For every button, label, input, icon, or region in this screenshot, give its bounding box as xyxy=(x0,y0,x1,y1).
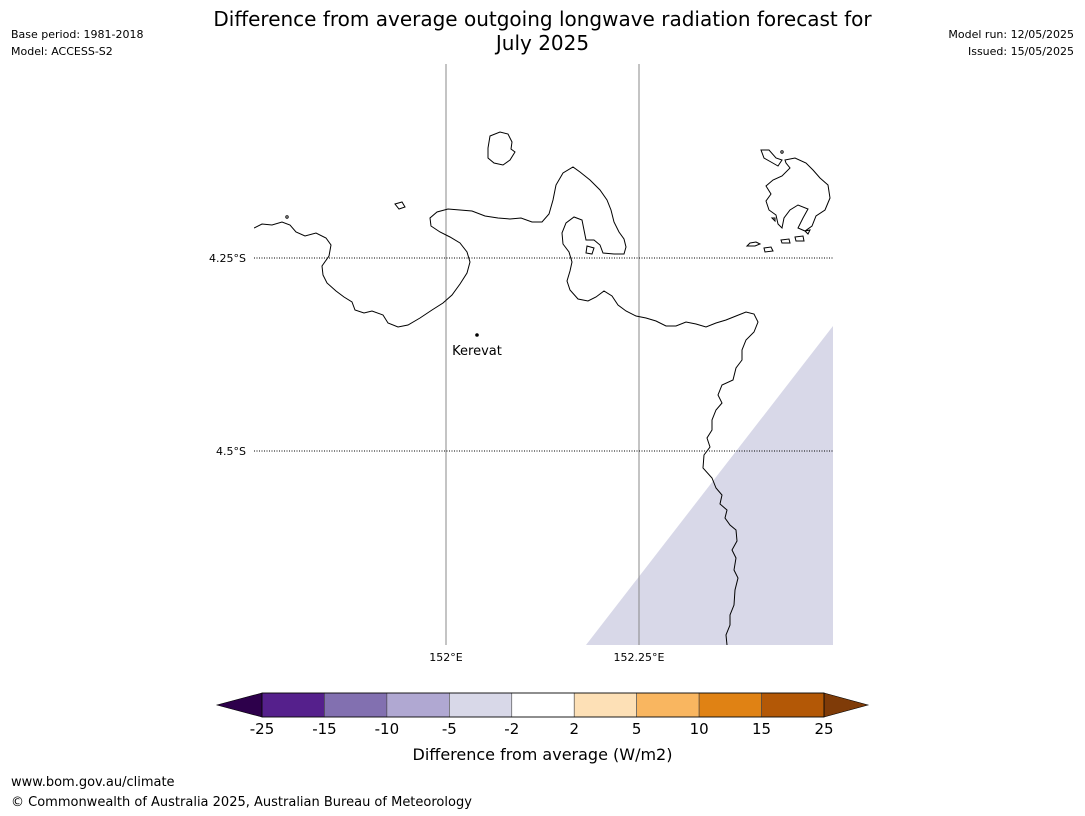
colorbar-title: Difference from average (W/m2) xyxy=(412,745,673,764)
place-label-kerevat: Kerevat xyxy=(452,344,502,359)
islet-east-dot xyxy=(780,150,784,154)
colorbar-extend-low xyxy=(215,692,263,718)
colorbar-segment xyxy=(386,692,450,718)
map-title: Difference from average outgoing longwav… xyxy=(0,7,1085,55)
base-period-text: Base period: 1981-2018 xyxy=(11,28,144,41)
lon-label-152: 152°E xyxy=(429,651,462,664)
meta-left: Base period: 1981-2018 Model: ACCESS-S2 xyxy=(11,26,143,60)
model-text: Model: ACCESS-S2 xyxy=(11,45,113,58)
colorbar-tick-label: 25 xyxy=(814,720,834,738)
colorbar-segment xyxy=(511,692,575,718)
island-group-east xyxy=(745,149,831,253)
title-line-1: Difference from average outgoing longwav… xyxy=(213,7,872,31)
colorbar-segment xyxy=(761,692,825,718)
islet-dot xyxy=(285,215,289,219)
colorbar-segment xyxy=(449,692,513,718)
colorbar-segment xyxy=(698,692,762,718)
colorbar-tick-label: -10 xyxy=(374,720,400,738)
colorbar-tick-label: 15 xyxy=(752,720,772,738)
map-area xyxy=(254,64,833,645)
colorbar-tick-label: -25 xyxy=(249,720,275,738)
colorbar-segment xyxy=(573,692,637,718)
colorbar-segment xyxy=(636,692,700,718)
model-run-text: Model run: 12/05/2025 xyxy=(948,28,1074,41)
island-north xyxy=(487,131,516,166)
footer-copyright: © Commonwealth of Australia 2025, Austra… xyxy=(11,795,472,810)
lat-label-4-25: 4.25°S xyxy=(209,252,246,265)
coastline-inlet xyxy=(585,245,595,255)
colorbar-tick-label: -15 xyxy=(312,720,337,738)
colorbar-tick-label: 2 xyxy=(569,720,579,738)
colorbar-outline xyxy=(261,692,825,718)
colorbar-tick-label: 5 xyxy=(631,720,642,738)
lon-label-152-25: 152.25°E xyxy=(614,651,665,664)
lat-label-4-5: 4.5°S xyxy=(216,445,246,458)
coastline xyxy=(254,131,831,645)
colorbar-tick-label: 10 xyxy=(689,720,709,738)
islet-west xyxy=(394,201,406,210)
coastline-main xyxy=(254,166,759,645)
kerevat-marker xyxy=(475,333,479,337)
colorbar-tick-label: -5 xyxy=(441,720,457,738)
colorbar-segment xyxy=(324,692,388,718)
colorbar-tick-label: -2 xyxy=(504,720,520,738)
colorbar-segment xyxy=(261,692,325,718)
footer-url: www.bom.gov.au/climate xyxy=(11,775,175,790)
meta-right: Model run: 12/05/2025 Issued: 15/05/2025 xyxy=(948,26,1074,60)
issued-text: Issued: 15/05/2025 xyxy=(967,45,1074,58)
anomaly-shading xyxy=(586,326,833,645)
colorbar-extend-high xyxy=(823,692,870,718)
title-line-2: July 2025 xyxy=(495,31,590,55)
